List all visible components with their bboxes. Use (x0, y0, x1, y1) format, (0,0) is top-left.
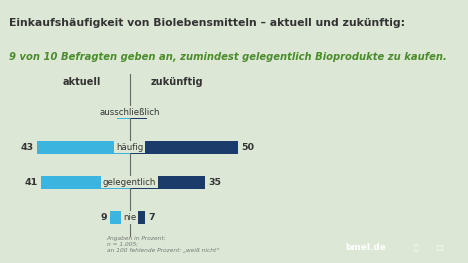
Text: 41: 41 (24, 178, 38, 187)
Text: 50: 50 (241, 143, 254, 152)
Bar (117, 105, 130, 119)
Text: 8: 8 (150, 108, 157, 117)
Bar (130, 141, 238, 154)
Text: ausschließlich: ausschließlich (99, 108, 160, 117)
Bar (37, 141, 130, 154)
Bar (41, 176, 130, 189)
Text: 43: 43 (20, 143, 34, 152)
Text: 7: 7 (148, 213, 154, 222)
Text: häufig: häufig (116, 143, 143, 152)
Text: aktuell: aktuell (63, 77, 101, 87)
Text: gelegentlich: gelegentlich (103, 178, 156, 187)
Text: zukünftig: zukünftig (151, 77, 204, 87)
Text: nie: nie (123, 213, 136, 222)
Text: Angaben in Prozent;
n = 1.005;
an 100 fehlende Prozent: „weiß nicht“: Angaben in Prozent; n = 1.005; an 100 fe… (107, 236, 219, 253)
Text: □: □ (435, 243, 443, 252)
Bar (130, 176, 205, 189)
Text: 6: 6 (107, 108, 113, 117)
Bar (110, 211, 130, 224)
Text: 🐦: 🐦 (414, 243, 418, 252)
Text: Einkaufshäufigkeit von Biolebensmitteln – aktuell und zukünftig:: Einkaufshäufigkeit von Biolebensmitteln … (9, 18, 405, 28)
Bar (130, 105, 147, 119)
Text: 9: 9 (100, 213, 107, 222)
Bar (130, 211, 145, 224)
Text: 9 von 10 Befragten geben an, zumindest gelegentlich Bioprodukte zu kaufen.: 9 von 10 Befragten geben an, zumindest g… (9, 52, 447, 62)
Text: bmel.de: bmel.de (345, 243, 386, 252)
Text: 35: 35 (208, 178, 221, 187)
